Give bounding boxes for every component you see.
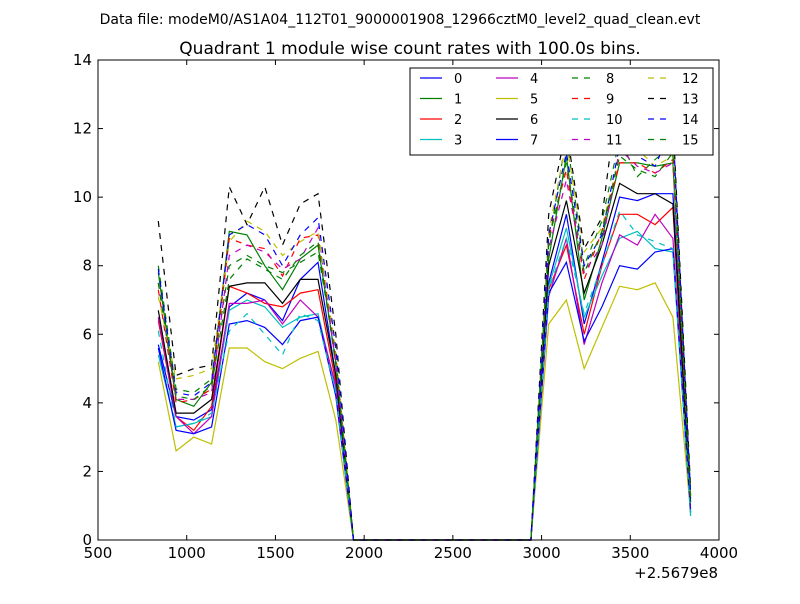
y-tick-label: 6 — [82, 325, 92, 343]
x-tick-label: 2000 — [345, 544, 383, 562]
legend-label-5: 5 — [530, 93, 538, 108]
series-line-10 — [157, 209, 692, 541]
legend-label-15: 15 — [682, 134, 699, 149]
legend-box — [409, 67, 714, 156]
y-tick-label: 10 — [73, 188, 92, 206]
x-tick-label: 1000 — [168, 544, 206, 562]
x-tick-label: 1500 — [256, 544, 294, 562]
legend-label-6: 6 — [530, 113, 538, 128]
legend-label-10: 10 — [606, 113, 623, 128]
legend-label-1: 1 — [454, 93, 462, 108]
series-line-11 — [157, 147, 692, 541]
series-line-5 — [157, 282, 692, 541]
y-tick-label: 0 — [82, 531, 92, 549]
y-tick-label: 8 — [82, 257, 92, 275]
series-line-14 — [157, 124, 692, 541]
legend-label-9: 9 — [606, 93, 614, 108]
y-tick-label: 14 — [73, 51, 92, 69]
legend-label-11: 11 — [606, 134, 623, 149]
x-tick-label: 3500 — [611, 544, 649, 562]
legend-label-14: 14 — [682, 113, 699, 128]
chart-title: Quadrant 1 module wise count rates with … — [179, 39, 640, 59]
series-line-8 — [157, 135, 692, 541]
series-line-12 — [157, 142, 692, 541]
x-axis-offset-label: +2.5679e8 — [634, 564, 718, 582]
series-line-15 — [157, 150, 692, 541]
x-tick-label: 2500 — [434, 544, 472, 562]
y-tick-label: 2 — [82, 462, 92, 480]
series-line-4 — [157, 213, 692, 541]
x-tick-label: 500 — [84, 544, 113, 562]
figure-suptitle: Data file: modeM0/AS1A04_112T01_90000019… — [100, 12, 701, 28]
legend-label-12: 12 — [682, 72, 699, 87]
legend-label-3: 3 — [454, 134, 462, 149]
series-line-3 — [157, 227, 692, 541]
legend-label-2: 2 — [454, 113, 462, 128]
x-tick-label: 4000 — [700, 544, 738, 562]
series-line-9 — [157, 158, 692, 541]
legend-label-7: 7 — [530, 134, 538, 149]
y-tick-label: 4 — [82, 394, 92, 412]
x-tick-label: 3000 — [522, 544, 560, 562]
series-line-0 — [157, 193, 692, 541]
legend-label-0: 0 — [454, 72, 462, 87]
series-line-7 — [157, 247, 692, 541]
legend-label-8: 8 — [606, 72, 614, 87]
plot-frame — [97, 59, 720, 541]
legend-label-13: 13 — [682, 93, 699, 108]
y-tick-label: 12 — [73, 120, 92, 138]
legend-label-4: 4 — [530, 72, 538, 87]
ticks-layer: 500 1000 1500 2000 2500 3000 3500 4000024681012… — [73, 51, 738, 562]
